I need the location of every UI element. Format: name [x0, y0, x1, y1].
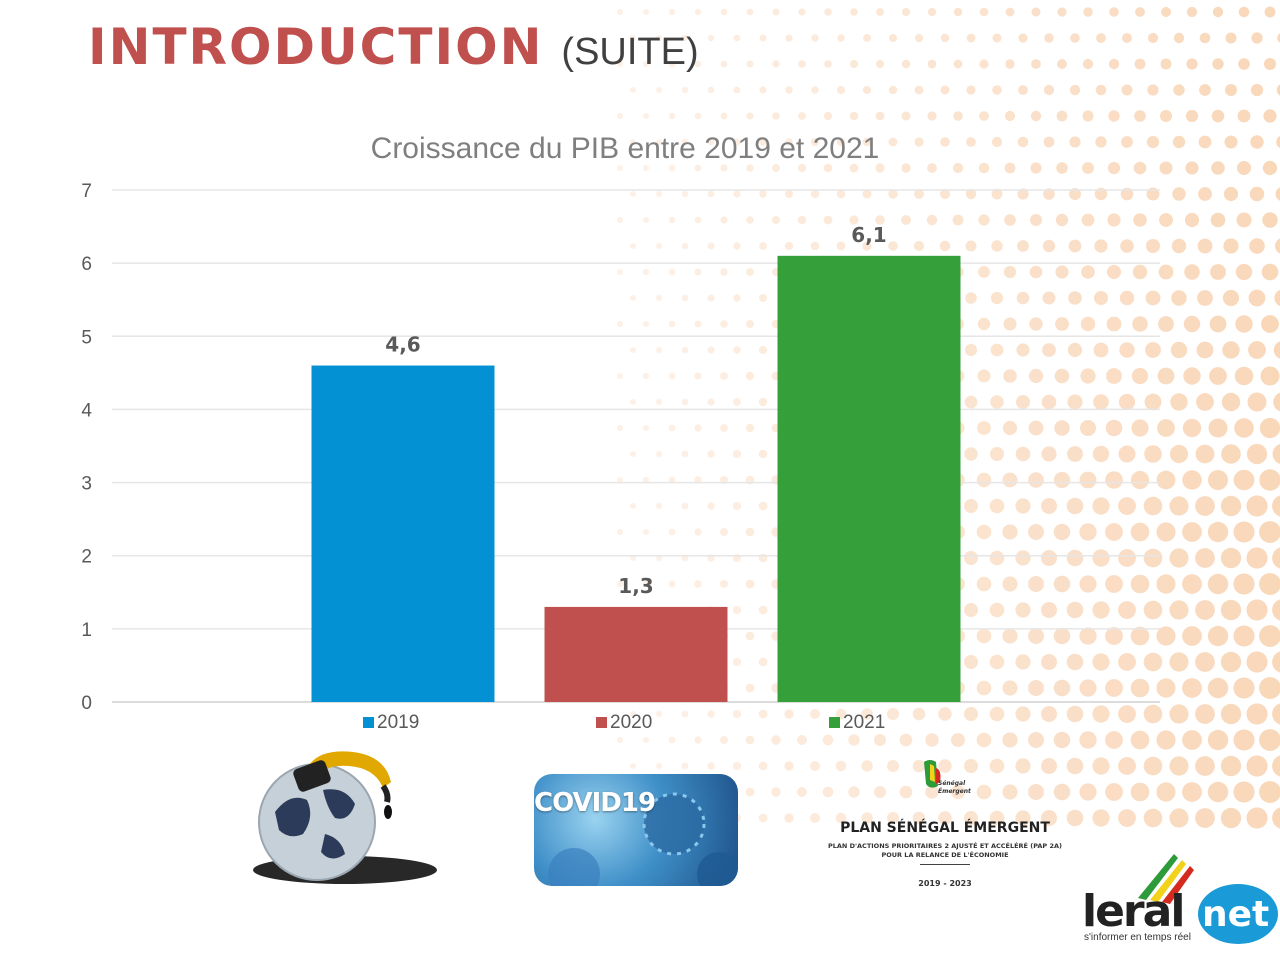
- legend-label-2021: 2021: [843, 712, 885, 733]
- senegal-map-icon: [924, 760, 941, 788]
- mark-line1: Sénégal: [938, 780, 966, 787]
- covid-image: COVID19: [534, 774, 738, 886]
- mark-line2: Émergent: [938, 788, 971, 795]
- net-wordmark: net: [1202, 894, 1270, 935]
- bar-2021: [777, 255, 961, 703]
- covid-text: COVID19: [534, 788, 656, 818]
- y-axis: 0 1 2 3 4 5 6 7: [81, 181, 92, 714]
- plan-description: PLAN D'ACTIONS PRIORITAIRES 2 AJUSTÉ ET …: [820, 842, 1070, 860]
- legend-swatch-2021: [829, 717, 840, 728]
- plan-senegal-emergent: Sénégal Émergent PLAN SÉNÉGAL ÉMERGENT P…: [820, 752, 1070, 902]
- y-tick-label: 6: [81, 254, 92, 275]
- data-labels: 4,6 1,3 6,1: [385, 223, 886, 598]
- y-tick-label: 0: [81, 693, 92, 714]
- bar-2019: [311, 365, 495, 702]
- y-tick-label: 7: [81, 181, 92, 202]
- oil-globe-icon: [245, 742, 445, 892]
- chart-legend: 2019 2020 2021: [363, 712, 885, 733]
- senegal-emergent-mark: Sénégal Émergent: [938, 780, 971, 796]
- y-tick-label: 5: [81, 327, 92, 348]
- legend-label-2019: 2019: [377, 712, 419, 733]
- legend-swatch-2019: [363, 717, 374, 728]
- plan-divider: [920, 864, 970, 865]
- y-tick-label: 1: [81, 620, 92, 641]
- legend-label-2020: 2020: [610, 712, 652, 733]
- data-label-2019: 4,6: [385, 333, 420, 357]
- heading-title: INTRODUCTION: [88, 18, 544, 76]
- chart-title: Croissance du PIB entre 2019 et 2021: [371, 132, 880, 165]
- data-label-2021: 6,1: [851, 223, 886, 247]
- plan-desc-line2: POUR LA RELANCE DE L'ÉCONOMIE: [881, 851, 1009, 859]
- plan-title: PLAN SÉNÉGAL ÉMERGENT: [840, 820, 1050, 836]
- data-label-2020: 1,3: [618, 574, 653, 598]
- heading-suffix: (SUITE): [561, 31, 699, 73]
- leral-wordmark: leral: [1082, 886, 1185, 937]
- y-tick-label: 3: [81, 474, 92, 495]
- gdp-bar-chart: Croissance du PIB entre 2019 et 2021 0 1 2…: [81, 132, 1160, 733]
- plan-desc-line1: PLAN D'ACTIONS PRIORITAIRES 2 AJUSTÉ ET …: [828, 842, 1062, 850]
- leral-net-logo: leral net s'informer en temps réel: [1078, 850, 1278, 950]
- chart-bars: [311, 255, 961, 703]
- y-tick-label: 2: [81, 547, 92, 568]
- legend-swatch-2020: [596, 717, 607, 728]
- plan-years: 2019 - 2023: [918, 879, 972, 888]
- slide-heading: INTRODUCTION (SUITE): [88, 18, 699, 76]
- y-tick-label: 4: [81, 400, 92, 421]
- logo-tagline: s'informer en temps réel: [1084, 932, 1191, 943]
- bar-2020: [544, 606, 728, 702]
